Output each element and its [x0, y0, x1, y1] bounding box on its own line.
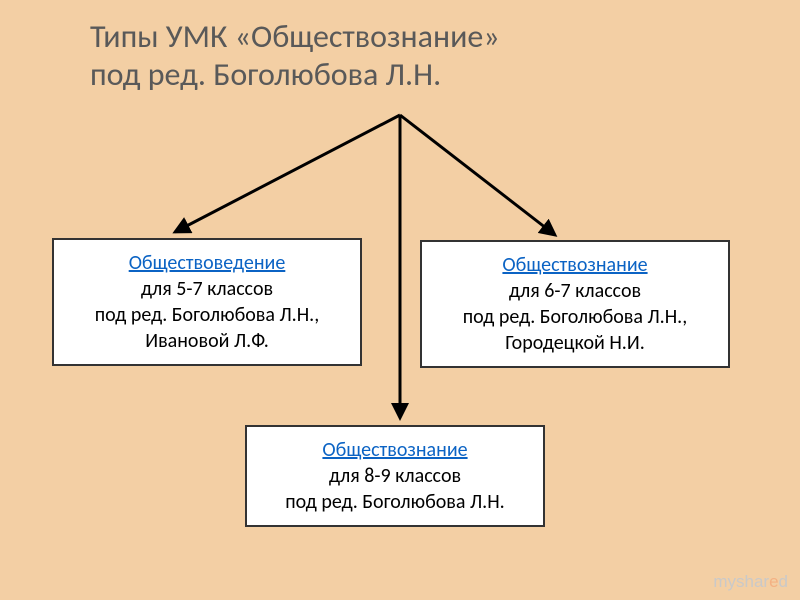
box-obshchestvoznanie-8-9: Обществознание для 8-9 классов под ред. …: [245, 425, 545, 527]
box-bottom-line3: под ред. Боголюбова Л.Н.: [285, 490, 504, 514]
box-obshchestvoznanie-6-7: Обществознание для 6-7 классов под ред. …: [420, 240, 730, 368]
box-bottom-line2: для 8-9 классов: [329, 464, 461, 488]
link-obshchestvoznanie-6-7[interactable]: Обществознание: [502, 253, 647, 277]
slide-title: Типы УМК «Обществознание» под ред. Богол…: [90, 18, 740, 95]
box-obshchestvovedenie-5-7: Обществоведение для 5-7 классов под ред.…: [52, 238, 362, 366]
watermark-post: d: [779, 572, 788, 591]
link-obshchestvoznanie-8-9[interactable]: Обществознание: [322, 438, 467, 462]
box-left-line2: для 5-7 классов: [141, 277, 273, 301]
watermark: myshared: [713, 572, 788, 592]
box-left-line4: Ивановой Л.Ф.: [145, 329, 269, 353]
box-right-line4: Городецкой Н.И.: [505, 331, 645, 355]
box-left-line3: под ред. Боголюбова Л.Н.,: [95, 303, 319, 327]
watermark-pre: myshar: [713, 572, 769, 591]
arrow-right: [400, 115, 555, 235]
box-right-line2: для 6-7 классов: [509, 279, 641, 303]
arrow-left: [175, 115, 400, 232]
title-line1: Типы УМК «Обществознание»: [90, 17, 500, 56]
link-obshchestvovedenie[interactable]: Обществоведение: [129, 251, 286, 275]
watermark-accent: e: [769, 572, 778, 591]
box-right-line3: под ред. Боголюбова Л.Н.,: [463, 305, 687, 329]
title-line2: под ред. Боголюбова Л.Н.: [90, 55, 441, 94]
